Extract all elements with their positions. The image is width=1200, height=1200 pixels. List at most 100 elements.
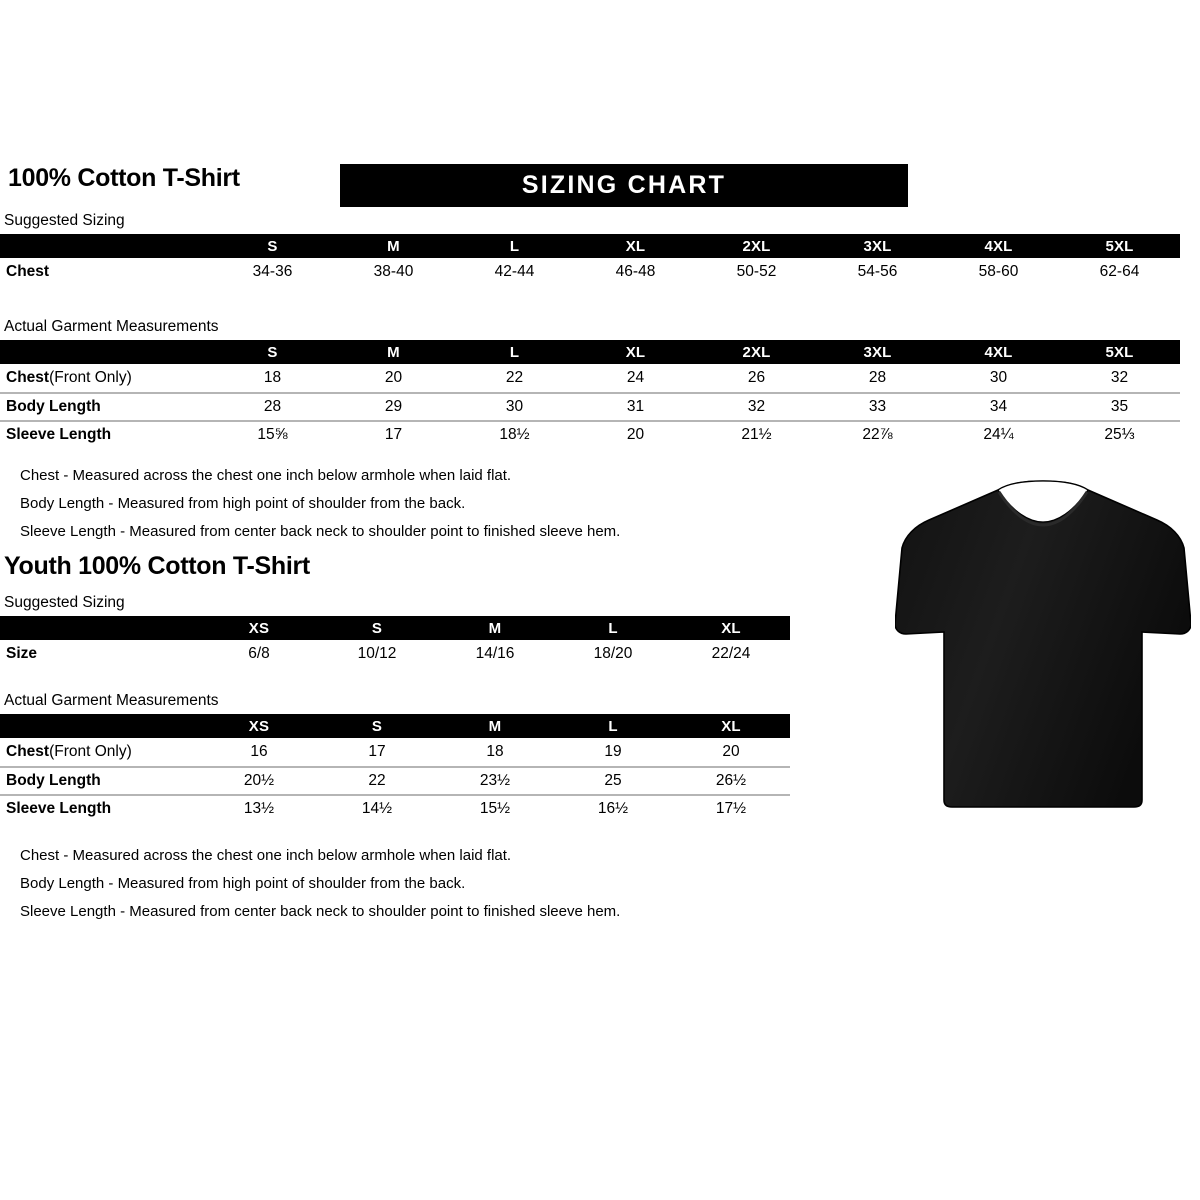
adult-actual-measurements-table: S M L XL 2XL 3XL 4XL 5XL Chest (Front Only) 18 20 2… [0, 340, 1180, 448]
table-row: Body Length 28 29 30 31 32 33 34 35 [0, 392, 1180, 420]
table-cell: 20 [384, 369, 403, 386]
table-header-row: XS S M L XL [0, 616, 790, 640]
table-cell: 24 [626, 369, 645, 386]
table-cell: 17½ [715, 800, 747, 817]
column-header-5xl: 5XL [1105, 237, 1134, 255]
column-header-xs: XS [248, 717, 270, 735]
column-header-s: S [267, 237, 278, 255]
table-cell: 16 [250, 743, 268, 760]
table-row: Chest (Front Only) 18 20 22 24 26 28 30 32 [0, 364, 1180, 392]
row-label-qualifier: (Front Only) [49, 369, 132, 386]
table-cell: 22⅞ [862, 426, 893, 443]
table-row: Chest 34-36 38-40 42-44 46-48 50-52 54-56 58-60… [0, 258, 1180, 286]
table-cell: 18/20 [593, 645, 633, 662]
table-cell: 22 [505, 369, 524, 386]
row-label: Sleeve Length [6, 426, 112, 443]
row-label: Chest [6, 263, 50, 280]
measurement-note: Chest - Measured across the chest one in… [20, 847, 512, 864]
table-cell: 14/16 [475, 645, 515, 662]
table-cell: 35 [1110, 398, 1129, 415]
youth-measurement-notes: Chest - Measured across the chest one in… [20, 842, 620, 926]
youth-section-title: Youth 100% Cotton T-Shirt [4, 552, 310, 580]
tshirt-illustration-icon [895, 480, 1191, 808]
adult-measurement-notes: Chest - Measured across the chest one in… [20, 462, 620, 546]
table-cell: 38-40 [373, 263, 414, 280]
column-header-l: L [608, 619, 618, 637]
table-cell: 24¼ [983, 426, 1014, 443]
row-label-qualifier: (Front Only) [49, 743, 132, 760]
table-cell: 17 [384, 426, 403, 443]
youth-actual-label: Actual Garment Measurements [4, 692, 219, 709]
table-row: Sleeve Length 13½ 14½ 15½ 16½ 17½ [0, 794, 790, 822]
column-header-4xl: 4XL [984, 343, 1013, 361]
header-row: 100% Cotton T-Shirt SIZING CHART [0, 164, 1200, 210]
table-row: Body Length 20½ 22 23½ 25 26½ [0, 766, 790, 794]
table-cell: 25 [604, 772, 622, 789]
row-label: Chest (Front Only) [6, 369, 132, 386]
column-header-3xl: 3XL [863, 343, 892, 361]
table-cell: 29 [384, 398, 403, 415]
measurement-note: Sleeve Length - Measured from center bac… [20, 523, 621, 540]
column-header-2xl: 2XL [742, 343, 771, 361]
table-cell: 23½ [479, 772, 511, 789]
row-label: Body Length [6, 772, 101, 789]
table-cell: 32 [1110, 369, 1129, 386]
youth-actual-measurements-table: XS S M L XL Chest (Front Only) 16 17 18 19 20 Body … [0, 714, 790, 822]
tshirt-product-image [895, 478, 1191, 808]
column-header-4xl: 4XL [984, 237, 1013, 255]
column-header-xl: XL [721, 619, 741, 637]
youth-suggested-sizing-label: Suggested Sizing [4, 594, 125, 611]
row-label: Body Length [6, 398, 101, 415]
table-cell: 46-48 [615, 263, 656, 280]
table-cell: 42-44 [494, 263, 535, 280]
column-header-s: S [371, 619, 383, 637]
table-row: Sleeve Length 15⅝ 17 18½ 20 21½ 22⅞ 24¼ 25⅓ [0, 420, 1180, 448]
table-cell: 21½ [741, 426, 772, 443]
table-row: Chest (Front Only) 16 17 18 19 20 [0, 738, 790, 766]
column-header-m: M [387, 343, 400, 361]
table-cell: 20 [722, 743, 740, 760]
measurement-note: Sleeve Length - Measured from center bac… [20, 903, 621, 920]
table-cell: 30 [989, 369, 1008, 386]
column-header-2xl: 2XL [742, 237, 771, 255]
column-header-xs: XS [248, 619, 270, 637]
table-cell: 32 [747, 398, 766, 415]
table-cell: 62-64 [1099, 263, 1140, 280]
adult-section-title: 100% Cotton T-Shirt [8, 164, 240, 192]
table-cell: 6/8 [248, 645, 270, 662]
sizing-chart-banner-label: SIZING CHART [521, 171, 727, 199]
table-cell: 16½ [597, 800, 629, 817]
table-cell: 18 [486, 743, 504, 760]
table-cell: 54-56 [857, 263, 898, 280]
table-cell: 17 [368, 743, 386, 760]
measurement-note: Body Length - Measured from high point o… [20, 495, 466, 512]
adult-suggested-sizing-table: S M L XL 2XL 3XL 4XL 5XL Chest 34-36 38-40 42-44 46-… [0, 234, 1180, 286]
column-header-m: M [488, 717, 502, 735]
column-header-xl: XL [721, 717, 741, 735]
table-cell: 26 [747, 369, 766, 386]
table-cell: 28 [263, 398, 282, 415]
column-header-m: M [488, 619, 502, 637]
table-cell: 14½ [361, 800, 393, 817]
table-cell: 13½ [243, 800, 275, 817]
table-header-row: XS S M L XL [0, 714, 790, 738]
column-header-s: S [267, 343, 278, 361]
table-row: Size 6/8 10/12 14/16 18/20 22/24 [0, 640, 790, 668]
table-cell: 15½ [479, 800, 511, 817]
table-cell: 31 [626, 398, 645, 415]
column-header-m: M [387, 237, 400, 255]
table-cell: 20 [626, 426, 645, 443]
column-header-xl: XL [625, 237, 646, 255]
adult-suggested-sizing-label: Suggested Sizing [4, 212, 125, 229]
table-cell: 20½ [243, 772, 275, 789]
measurement-note: Chest - Measured across the chest one in… [20, 467, 512, 484]
measurement-note: Body Length - Measured from high point o… [20, 875, 466, 892]
row-label: Chest (Front Only) [6, 743, 132, 760]
column-header-l: L [509, 343, 520, 361]
table-cell: 18 [263, 369, 282, 386]
table-cell: 50-52 [736, 263, 777, 280]
table-cell: 10/12 [357, 645, 397, 662]
table-cell: 30 [505, 398, 524, 415]
table-cell: 34 [989, 398, 1008, 415]
